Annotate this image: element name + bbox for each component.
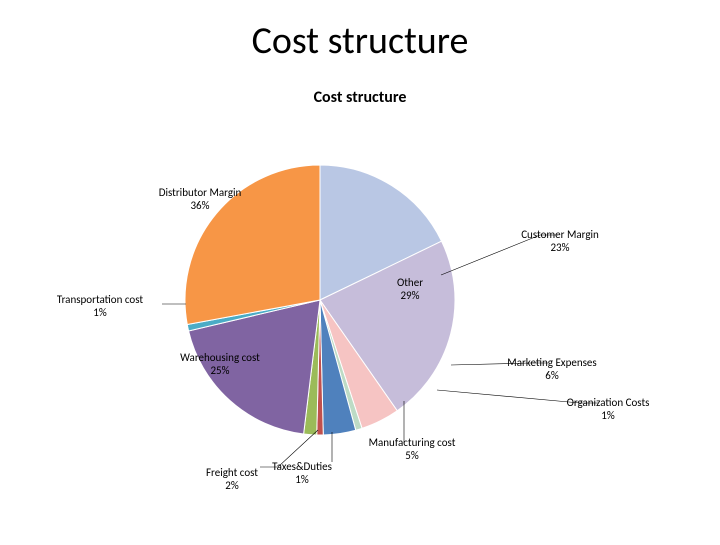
slice-label: Warehousing cost25%	[155, 351, 285, 377]
slice-label: Customer Margin23%	[495, 228, 625, 254]
slice-label: Other29%	[345, 276, 475, 302]
slice-label: Distributor Margin36%	[135, 186, 265, 212]
chart-title: Cost structure	[0, 88, 720, 107]
page-title: Cost structure	[0, 18, 720, 64]
slice-label: Marketing Expenses6%	[487, 356, 617, 382]
pie-chart: Customer Margin23% Other29% Marketing Expe…	[0, 110, 720, 540]
slice-label: Transportation cost1%	[35, 293, 165, 319]
slice-label: Manufacturing cost5%	[347, 436, 477, 462]
slice-label: Organization Costs1%	[543, 396, 673, 422]
slice-label: Freight cost2%	[167, 466, 297, 492]
